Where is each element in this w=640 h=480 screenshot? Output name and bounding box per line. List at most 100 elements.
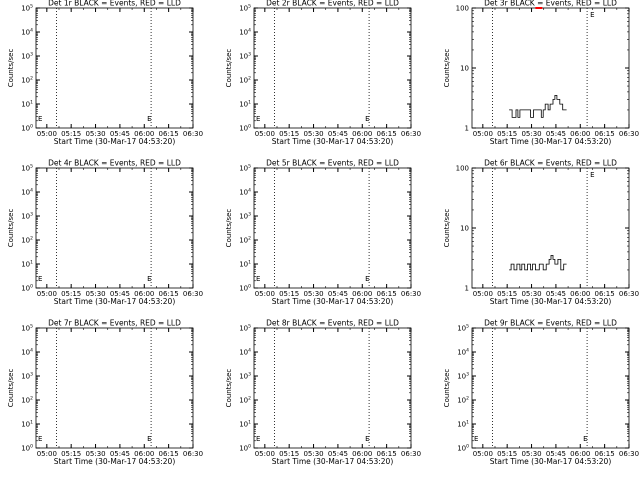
y-tick-label: 102 <box>21 236 33 245</box>
plot-frame <box>253 327 412 449</box>
flag-label: E <box>590 11 594 19</box>
x-tick-label: 05:15 <box>497 130 517 138</box>
x-tick-label: 05:00 <box>37 450 57 458</box>
y-tick-label: 103 <box>239 372 251 381</box>
y-tick-label: 100 <box>239 444 251 453</box>
flag-label: E <box>365 275 369 283</box>
x-tick-label: 06:00 <box>352 130 372 138</box>
y-tick-label: 104 <box>21 188 33 197</box>
y-tick-label: 102 <box>239 396 251 405</box>
x-axis-label: Start Time (30-Mar-17 04:53:20) <box>54 137 176 146</box>
y-axis-label: Counts/sec <box>443 49 451 88</box>
x-tick-label: 06:00 <box>352 450 372 458</box>
x-tick-label: 06:15 <box>377 130 397 138</box>
x-axis-label: Start Time (30-Mar-17 04:53:20) <box>490 137 612 146</box>
data-series-line <box>509 95 567 118</box>
panel-det-3: Det 3r BLACK = Events, RED = LLD 05:00 05:… <box>443 0 639 146</box>
y-tick-label: 105 <box>21 4 33 13</box>
flag-label: E <box>256 115 260 123</box>
y-tick-label: 103 <box>239 52 251 61</box>
plot-frame <box>35 167 194 289</box>
x-tick-label: 05:00 <box>473 130 493 138</box>
flag-label: E <box>590 171 594 179</box>
y-tick-label: 102 <box>457 396 469 405</box>
x-tick-label: 06:30 <box>619 130 639 138</box>
y-tick-label: 105 <box>239 324 251 333</box>
x-tick-label: 06:00 <box>352 290 372 298</box>
x-tick-label: 06:00 <box>134 290 154 298</box>
x-tick-label: 06:15 <box>377 450 397 458</box>
flag-label: E <box>147 435 151 443</box>
y-tick-label: 104 <box>239 28 251 37</box>
y-tick-label: 105 <box>239 164 251 173</box>
panel-det-1: Det 1r BLACK = Events, RED = LLD 05:00 05:… <box>7 0 203 146</box>
x-tick-label: 06:30 <box>183 290 203 298</box>
y-tick-label: 100 <box>21 124 33 133</box>
y-tick-label: 102 <box>21 76 33 85</box>
y-tick-label: 104 <box>457 348 469 357</box>
x-tick-label: 05:30 <box>303 450 323 458</box>
panel-title: Det 2r BLACK = Events, RED = LLD <box>266 0 399 8</box>
x-tick-label: 06:30 <box>619 290 639 298</box>
x-tick-label: 05:30 <box>303 290 323 298</box>
x-tick-label: 05:00 <box>255 130 275 138</box>
flag-label: E <box>365 435 369 443</box>
panel-det-5: Det 5r BLACK = Events, RED = LLD 05:00 05:… <box>225 159 421 307</box>
y-axis-label: Counts/sec <box>225 209 233 248</box>
flag-label: E <box>147 275 151 283</box>
y-tick-label: 101 <box>239 260 251 269</box>
x-tick-label: 05:30 <box>85 290 105 298</box>
x-tick-label: 05:00 <box>255 290 275 298</box>
x-tick-label: 05:00 <box>255 450 275 458</box>
flag-label: E <box>474 435 478 443</box>
y-tick-label: 100 <box>457 444 469 453</box>
panel-det-7: Det 7r BLACK = Events, RED = LLD 05:00 05:… <box>7 319 203 467</box>
x-tick-label: 05:30 <box>303 130 323 138</box>
x-tick-label: 06:00 <box>570 290 590 298</box>
y-tick-label: 105 <box>21 324 33 333</box>
data-series-line <box>509 254 567 271</box>
x-tick-label: 05:30 <box>521 450 541 458</box>
x-tick-label: 06:15 <box>159 290 179 298</box>
flag-label: E <box>583 435 587 443</box>
x-tick-label: 05:45 <box>110 130 130 138</box>
flag-label: E <box>38 275 42 283</box>
y-axis-label: Counts/sec <box>443 209 451 248</box>
y-tick-label: 103 <box>239 212 251 221</box>
panel-det-2: Det 2r BLACK = Events, RED = LLD 05:00 05:… <box>225 0 421 146</box>
x-tick-label: 06:15 <box>159 130 179 138</box>
x-tick-label: 05:00 <box>473 450 493 458</box>
y-axis-label: Counts/sec <box>225 49 233 88</box>
x-tick-label: 05:00 <box>37 290 57 298</box>
plot-frame <box>253 7 412 129</box>
y-tick-label: 102 <box>239 76 251 85</box>
x-tick-label: 06:30 <box>183 450 203 458</box>
y-tick-label: 105 <box>457 324 469 333</box>
x-tick-label: 05:15 <box>279 450 299 458</box>
y-tick-label: 100 <box>239 124 251 133</box>
x-axis-label: Start Time (30-Mar-17 04:53:20) <box>54 457 176 466</box>
x-tick-label: 05:45 <box>110 290 130 298</box>
x-tick-label: 05:30 <box>521 130 541 138</box>
y-tick-label: 104 <box>21 28 33 37</box>
panel-title: Det 7r BLACK = Events, RED = LLD <box>48 319 181 328</box>
panel-det-8: Det 8r BLACK = Events, RED = LLD 05:00 05:… <box>225 319 421 467</box>
x-tick-label: 05:30 <box>521 290 541 298</box>
y-tick-label: 1 <box>465 125 469 133</box>
panel-det-9: Det 9r BLACK = Events, RED = LLD 05:00 05:… <box>443 319 639 467</box>
x-tick-label: 06:00 <box>134 450 154 458</box>
x-axis-label: Start Time (30-Mar-17 04:53:20) <box>272 457 394 466</box>
flag-label: E <box>38 435 42 443</box>
y-tick-label: 103 <box>21 212 33 221</box>
x-tick-label: 05:30 <box>85 130 105 138</box>
x-tick-label: 05:00 <box>37 130 57 138</box>
flag-label: E <box>147 115 151 123</box>
x-tick-label: 06:15 <box>377 290 397 298</box>
x-tick-label: 06:30 <box>619 450 639 458</box>
x-tick-label: 05:30 <box>85 450 105 458</box>
x-tick-label: 06:30 <box>401 450 421 458</box>
plot-frame <box>471 327 630 449</box>
flag-label: E <box>38 115 42 123</box>
plot-frame <box>35 327 194 449</box>
x-tick-label: 05:45 <box>110 450 130 458</box>
